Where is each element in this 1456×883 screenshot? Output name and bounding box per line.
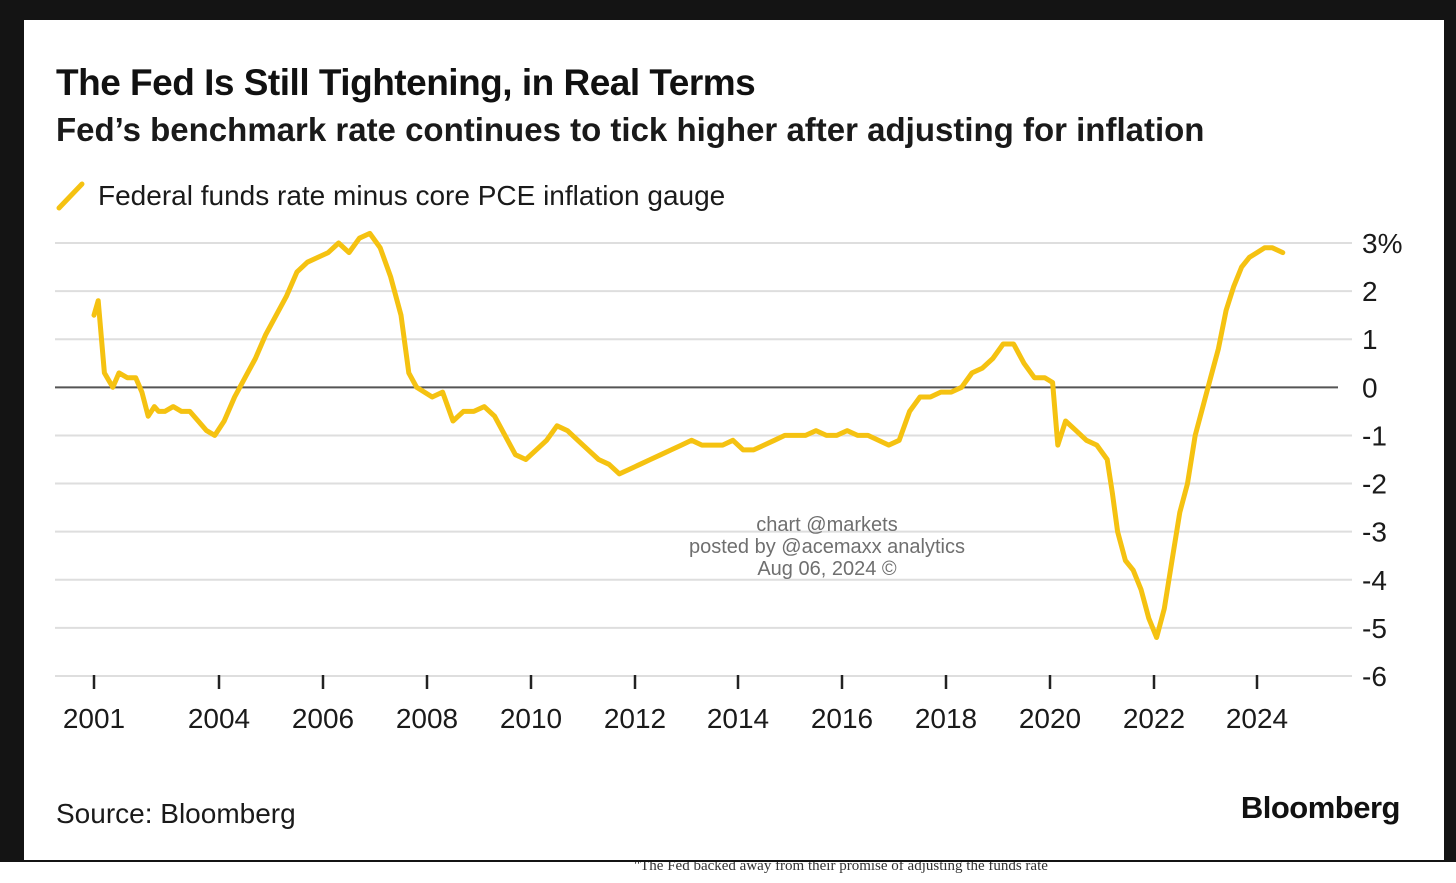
x-tick-label: 2001 — [63, 703, 125, 734]
x-tick-label: 2018 — [915, 703, 977, 734]
footnote-text: "The Fed backed away from their promise … — [634, 862, 1048, 874]
watermark-line-2: posted by @acemaxx analytics — [689, 536, 965, 558]
y-tick-label: -1 — [1362, 420, 1387, 451]
watermark: chart @markets posted by @acemaxx analyt… — [640, 514, 1014, 580]
y-tick-label: 0 — [1362, 372, 1378, 403]
gridlines — [55, 242, 1352, 677]
x-tick-label: 2012 — [604, 703, 666, 734]
watermark-line-1: chart @markets — [756, 514, 898, 536]
x-tick-label: 2020 — [1019, 703, 1081, 734]
y-tick-label: -5 — [1362, 613, 1387, 644]
x-axis-ticks — [92, 675, 1259, 689]
x-tick-label: 2008 — [396, 703, 458, 734]
legend-swatch-icon — [56, 181, 85, 211]
y-tick-label: -3 — [1362, 517, 1387, 548]
x-axis-labels: 2001 2004 2006 2008 2010 2012 2014 2016 2018 2020… — [63, 703, 1288, 734]
series-layer — [91, 230, 1286, 640]
y-tick-label: -2 — [1362, 469, 1387, 500]
watermark-line-3: Aug 06, 2024 © — [757, 558, 897, 580]
x-tick-label: 2010 — [500, 703, 562, 734]
y-axis-labels: 3% 2 1 0 -1 -2 -3 -4 -5 -6 — [1362, 228, 1402, 692]
y-tick-label: -4 — [1362, 565, 1387, 596]
bloomberg-logo: Bloomberg — [1240, 790, 1401, 825]
y-tick-label: 1 — [1362, 324, 1378, 355]
series-line — [91, 230, 1286, 640]
y-tick-label: -6 — [1362, 661, 1387, 692]
x-tick-label: 2016 — [811, 703, 873, 734]
chart-subtitle: Fed’s benchmark rate continues to tick h… — [56, 111, 1205, 148]
legend-label: Federal funds rate minus core PCE inflat… — [98, 180, 726, 211]
x-tick-label: 2004 — [188, 703, 250, 734]
source-note: Source: Bloomberg — [56, 798, 296, 829]
x-tick-label: 2014 — [707, 703, 769, 734]
caption-strip: "The Fed backed away from their promise … — [0, 862, 1456, 883]
chart-title: The Fed Is Still Tightening, in Real Ter… — [56, 62, 756, 103]
y-tick-label: 3% — [1362, 228, 1402, 259]
y-tick-label: 2 — [1362, 276, 1378, 307]
x-tick-label: 2006 — [292, 703, 354, 734]
x-tick-label: 2022 — [1123, 703, 1185, 734]
x-tick-label: 2024 — [1226, 703, 1288, 734]
legend: Federal funds rate minus core PCE inflat… — [56, 180, 725, 212]
